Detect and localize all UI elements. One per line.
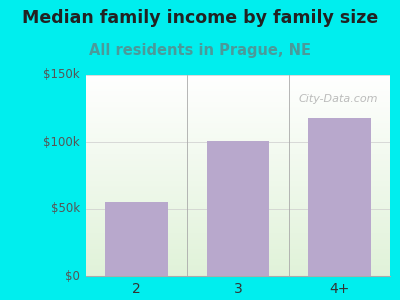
Text: City-Data.com: City-Data.com xyxy=(298,94,378,104)
Bar xyxy=(206,141,270,276)
Text: $150k: $150k xyxy=(43,68,80,82)
Text: Median family income by family size: Median family income by family size xyxy=(22,9,378,27)
Text: $0: $0 xyxy=(65,269,80,283)
Text: $50k: $50k xyxy=(51,202,80,215)
Text: All residents in Prague, NE: All residents in Prague, NE xyxy=(89,44,311,59)
Bar xyxy=(308,118,371,276)
Bar xyxy=(105,202,168,276)
Text: $100k: $100k xyxy=(43,136,80,148)
